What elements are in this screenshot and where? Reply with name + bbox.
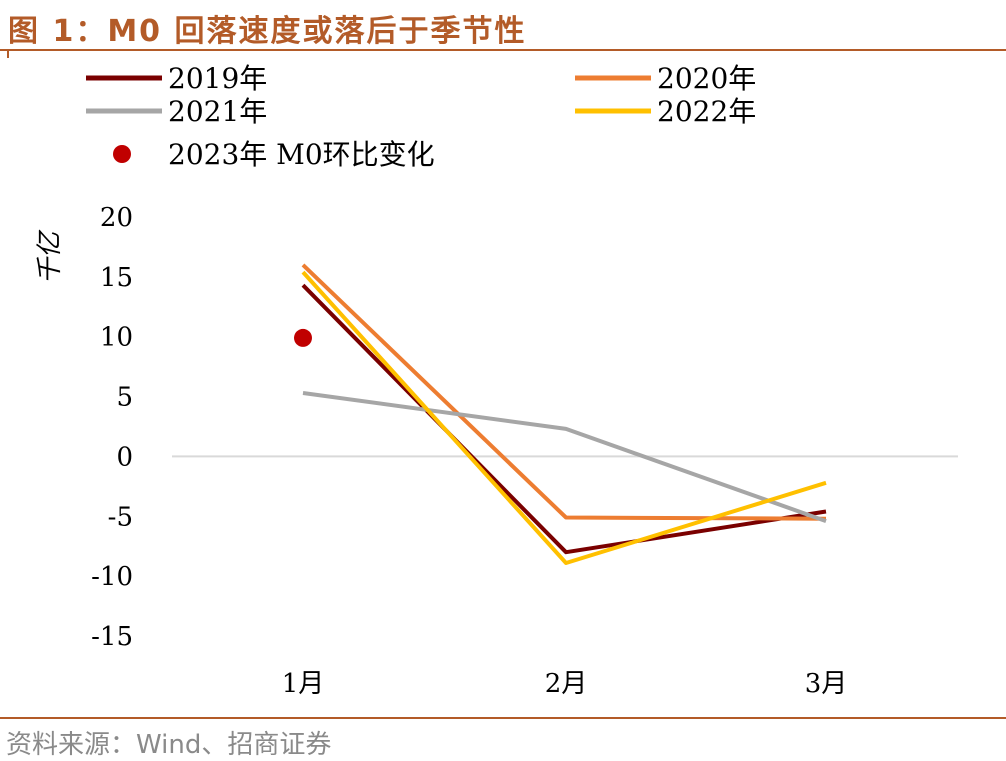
series-layer xyxy=(294,263,827,565)
source-rule xyxy=(0,717,1006,719)
legend-label: 2020年 xyxy=(657,62,756,95)
x-tick-label: 1月 xyxy=(282,669,325,699)
y-tick-label: -15 xyxy=(91,622,133,652)
figure-title: 图 1：M0 回落速度或落后于季节性 xyxy=(8,14,527,49)
x-tick-label: 2月 xyxy=(545,669,588,699)
legend: 2019年 2020年 2021年 2022年 2023年 M0环比变化 xyxy=(86,62,756,171)
y-axis-label: 千亿 xyxy=(35,229,65,284)
source-note: 资料来源：Wind、招商证券 xyxy=(6,730,332,760)
series-line-2021年 xyxy=(302,391,827,523)
series-line-2020年 xyxy=(301,263,827,521)
legend-label: 2022年 xyxy=(657,95,756,128)
line-chart: 2019年 2020年 2021年 2022年 2023年 M0环比变化 20 15 10 5… xyxy=(35,62,958,699)
title-rule-tick xyxy=(7,50,9,58)
y-tick-label: 20 xyxy=(100,203,133,233)
x-tick-label: 3月 xyxy=(805,669,848,699)
y-tick-label: -10 xyxy=(91,562,133,592)
y-tick-label: -5 xyxy=(108,502,133,532)
legend-swatch xyxy=(113,145,131,163)
data-point-2023 xyxy=(294,328,312,347)
series-line-2022年 xyxy=(301,270,827,565)
legend-label: 2019年 xyxy=(168,62,267,95)
series-line-2019年 xyxy=(301,283,827,555)
title-rule xyxy=(0,49,1006,51)
axes: 20 15 10 5 0 -5 -10 -15 千亿 1月 2月 3月 xyxy=(35,203,958,699)
legend-label: 2023年 M0环比变化 xyxy=(168,138,435,171)
y-tick-label: 15 xyxy=(100,263,133,293)
y-tick-label: 5 xyxy=(116,383,133,413)
legend-label: 2021年 xyxy=(168,95,267,128)
y-tick-label: 0 xyxy=(116,442,133,472)
y-tick-label: 10 xyxy=(100,323,133,353)
